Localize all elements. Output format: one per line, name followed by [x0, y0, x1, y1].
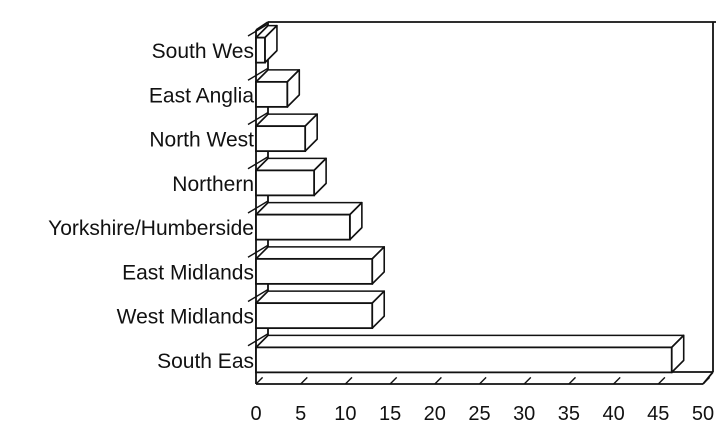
- bar: [255, 169, 316, 197]
- y-tick: [247, 23, 269, 37]
- x-tick-label: 0: [250, 403, 261, 425]
- x-tick-label: 25: [468, 403, 490, 425]
- y-tick: [247, 156, 269, 170]
- category-label: East Anglia: [149, 84, 254, 107]
- x-tick-label: 40: [602, 403, 624, 425]
- y-tick: [247, 111, 269, 126]
- x-tick-label: 50: [692, 403, 714, 425]
- x-tick: [255, 376, 264, 385]
- x-tick-label: 15: [379, 403, 401, 425]
- category-labels: South Wes East Anglia North West Northern Yo…: [48, 40, 254, 373]
- x-tick-label: 20: [424, 403, 446, 425]
- x-tick-label: 30: [513, 403, 535, 425]
- y-tick: [247, 288, 269, 303]
- bar-top-face: [255, 334, 685, 349]
- x-tick: [434, 376, 442, 385]
- bar-top-face: [255, 246, 386, 260]
- category-label: South Wes: [152, 40, 254, 63]
- x-tick: [523, 376, 532, 385]
- bar-top-face: [255, 290, 386, 304]
- category-label: Yorkshire/Humberside: [48, 217, 254, 240]
- y-tick: [247, 67, 269, 81]
- bar: [255, 346, 673, 374]
- bar: [255, 257, 374, 285]
- category-label: West Midlands: [117, 306, 254, 329]
- y-tick: [247, 244, 269, 258]
- bar-top-face: [255, 201, 363, 216]
- wall-top-corner: [255, 21, 269, 31]
- x-tick: [300, 376, 308, 385]
- x-tick: [657, 376, 666, 385]
- bar: [255, 36, 266, 64]
- category-label: Northern: [172, 173, 254, 196]
- x-tick-label: 45: [647, 403, 669, 425]
- category-label: East Midlands: [122, 261, 254, 284]
- bar: [255, 125, 307, 153]
- x-tick: [613, 376, 621, 385]
- x-tick: [479, 376, 487, 385]
- bar: [255, 213, 351, 241]
- bar: [255, 80, 289, 108]
- x-tick-label: 5: [295, 403, 306, 425]
- category-label: South Eas: [157, 350, 254, 373]
- bar: [255, 302, 374, 330]
- x-tick: [702, 376, 711, 385]
- x-tick: [568, 376, 576, 385]
- y-tick: [247, 200, 269, 214]
- x-tick: [389, 376, 398, 385]
- category-label: North West: [149, 129, 254, 152]
- y-tick: [247, 333, 269, 347]
- x-tick-label: 35: [558, 403, 580, 425]
- x-axis-ticks: 0 5 10 15 20 25 30 35 40 45 50: [247, 23, 714, 425]
- chart-bars: [255, 24, 685, 374]
- x-tick-label: 10: [334, 403, 356, 425]
- x-tick: [344, 376, 353, 385]
